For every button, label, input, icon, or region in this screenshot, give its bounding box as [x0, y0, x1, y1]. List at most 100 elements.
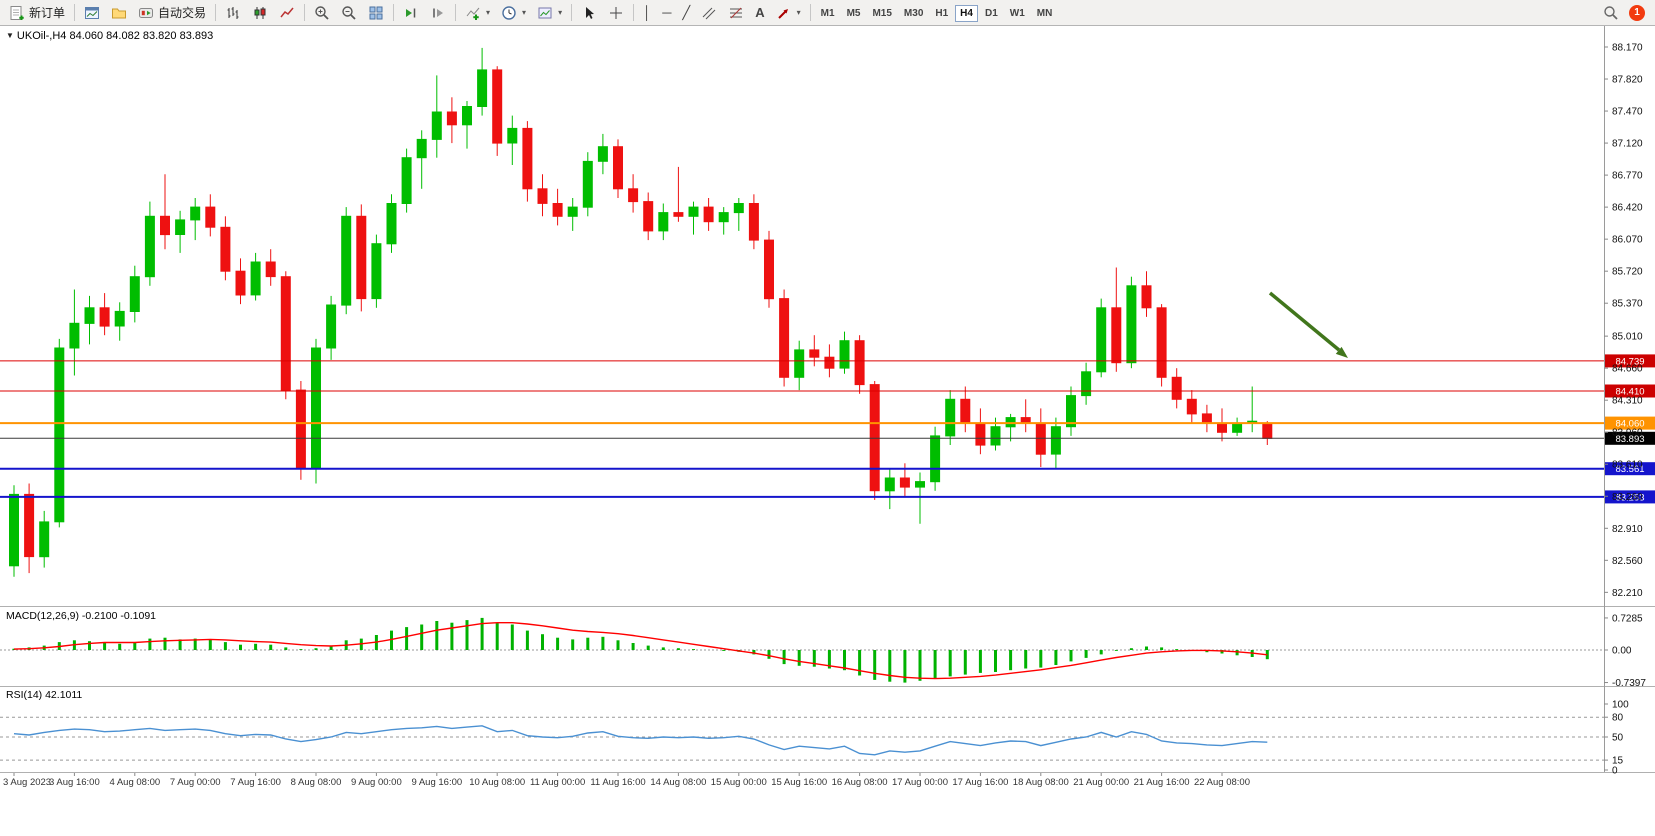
- text-tool-button[interactable]: A: [750, 2, 769, 24]
- search-button[interactable]: [1598, 2, 1624, 24]
- candle-body: [703, 206, 714, 223]
- timeframe-button-m30[interactable]: M30: [899, 5, 928, 22]
- zoom-out-button[interactable]: [336, 2, 362, 24]
- time-axis-label: 4 Aug 08:00: [109, 777, 160, 788]
- candle-body: [371, 243, 382, 300]
- candle-body: [1217, 422, 1227, 433]
- cursor-icon: [586, 6, 595, 19]
- time-axis-label: 3 Aug 2023: [3, 777, 51, 788]
- price-axis: 88.170 87.820 87.470 87.120 86.770 86.420 86.0…: [1604, 43, 1643, 599]
- candle-body: [54, 347, 65, 523]
- candle-body: [39, 521, 50, 558]
- candle-body: [24, 493, 35, 558]
- chevron-down-icon: ▾: [558, 8, 563, 17]
- price-axis-tick: 86.420: [1612, 203, 1643, 214]
- candle-body: [175, 219, 186, 235]
- time-axis-label: 21 Aug 16:00: [1134, 777, 1190, 788]
- new-order-label: 新订单: [29, 6, 66, 20]
- trendline-tool-button[interactable]: ╱: [677, 2, 695, 24]
- price-axis-tick: 85.010: [1612, 332, 1643, 343]
- new-chart-button[interactable]: [79, 2, 105, 24]
- chevron-down-icon: ▾: [522, 8, 527, 17]
- candle-body: [69, 322, 80, 349]
- vertical-line-tool-button[interactable]: │: [638, 2, 656, 24]
- bar-chart-mode-button[interactable]: [220, 2, 246, 24]
- templates-button[interactable]: ▾: [532, 2, 567, 24]
- notification-badge[interactable]: 1: [1629, 4, 1645, 21]
- horizontal-line-tool-button[interactable]: ─: [657, 2, 676, 24]
- price-axis-tick: 87.120: [1612, 139, 1643, 150]
- timeframe-button-d1[interactable]: D1: [980, 5, 1003, 22]
- timeframe-button-w1[interactable]: W1: [1005, 5, 1030, 22]
- arrows-tool-button[interactable]: ▾: [771, 2, 806, 24]
- candle-body: [144, 215, 155, 278]
- chart-shift-button[interactable]: [425, 2, 451, 24]
- profiles-button[interactable]: [106, 2, 132, 24]
- auto-scroll-icon: [406, 8, 416, 17]
- crosshair-tool-button[interactable]: [603, 2, 629, 24]
- candle-body: [552, 203, 563, 217]
- candle-body: [416, 138, 427, 159]
- tile-windows-button[interactable]: [363, 2, 389, 24]
- time-axis-label: 9 Aug 16:00: [411, 777, 462, 788]
- timeframe-button-h4[interactable]: H4: [955, 5, 978, 22]
- timeframe-button-m15[interactable]: M15: [867, 5, 896, 22]
- candle-body: [1171, 376, 1182, 400]
- profiles-icon: [112, 8, 127, 18]
- line-chart-mode-button[interactable]: [274, 2, 300, 24]
- autotrading-button[interactable]: 自动交易: [133, 2, 211, 24]
- time-axis-label: 16 Aug 08:00: [832, 777, 888, 788]
- text-tool-icon: A: [755, 4, 765, 20]
- fibonacci-tool-button[interactable]: [723, 2, 749, 24]
- timeframe-button-m1[interactable]: M1: [816, 5, 840, 22]
- timeframe-button-m5[interactable]: M5: [842, 5, 866, 22]
- channel-tool-button[interactable]: [696, 2, 722, 24]
- price-tag-label: 84.410: [1615, 387, 1644, 398]
- time-axis-label: 7 Aug 00:00: [170, 777, 221, 788]
- candle-body: [1126, 285, 1137, 364]
- toolbar-separator: [393, 4, 395, 21]
- cursor-tool-button[interactable]: [576, 2, 602, 24]
- indicators-button[interactable]: ▾: [460, 2, 495, 24]
- candle-body: [446, 111, 457, 126]
- macd-axis-tick: -0.7397: [1612, 678, 1646, 689]
- crosshair-icon: [610, 6, 623, 19]
- periods-button[interactable]: ▾: [496, 2, 531, 24]
- candle-body: [265, 261, 276, 278]
- timeframe-button-mn[interactable]: MN: [1032, 5, 1058, 22]
- trend-arrow-shaft: [1268, 291, 1341, 352]
- macd-axis-tick: 0.00: [1612, 646, 1632, 657]
- price-axis-tick: 83.260: [1612, 492, 1643, 503]
- candle-body: [643, 201, 654, 232]
- candle-body: [613, 146, 623, 190]
- price-axis-tick: 82.910: [1612, 524, 1643, 535]
- chevron-down-icon: ▾: [486, 8, 491, 17]
- candle-body: [990, 426, 1001, 446]
- timeframe-button-h1[interactable]: H1: [930, 5, 953, 22]
- candle-body: [401, 157, 412, 204]
- macd-axis-tick: 0.7285: [1612, 613, 1643, 624]
- toolbar-separator: [571, 4, 573, 21]
- candle-body: [960, 398, 971, 424]
- candle-body: [945, 398, 956, 437]
- candlestick-mode-button[interactable]: [247, 2, 273, 24]
- candle-body: [326, 304, 337, 349]
- candle-body: [794, 349, 805, 378]
- rsi-axis-tick: 0: [1612, 766, 1618, 777]
- candle-body: [764, 239, 774, 300]
- price-tag-83.253: [1605, 490, 1655, 504]
- candle-body: [114, 310, 125, 327]
- candle-body: [160, 215, 170, 236]
- new-order-button[interactable]: 新订单: [4, 2, 70, 24]
- candle-body: [1262, 422, 1273, 439]
- zoom-in-button[interactable]: [309, 2, 335, 24]
- candle-body: [597, 146, 608, 162]
- auto-scroll-button[interactable]: [398, 2, 424, 24]
- time-axis-label: 15 Aug 16:00: [771, 777, 827, 788]
- price-axis-tick: 85.370: [1612, 299, 1643, 310]
- trend-arrow-annotation[interactable]: [1268, 291, 1348, 358]
- price-tag-label: 84.739: [1615, 356, 1644, 367]
- bar-chart-icon: [227, 6, 239, 19]
